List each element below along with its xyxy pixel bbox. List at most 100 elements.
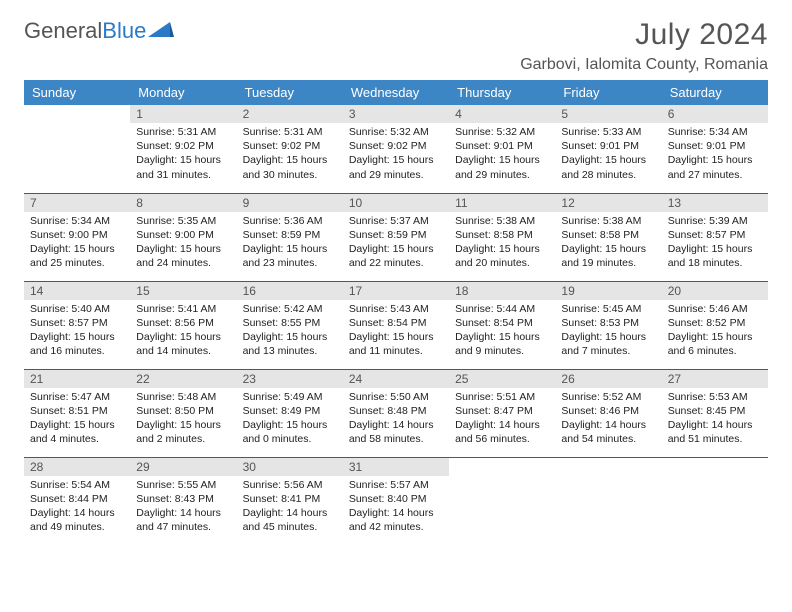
day-number: 1 (130, 105, 236, 123)
calendar-cell: 28Sunrise: 5:54 AMSunset: 8:44 PMDayligh… (24, 457, 130, 545)
daylight-text: Daylight: 15 hours and 30 minutes. (243, 153, 337, 181)
sunrise-text: Sunrise: 5:42 AM (243, 302, 337, 316)
calendar-cell: 20Sunrise: 5:46 AMSunset: 8:52 PMDayligh… (662, 281, 768, 369)
sunset-text: Sunset: 8:53 PM (561, 316, 655, 330)
day-number: 22 (130, 370, 236, 388)
sunrise-text: Sunrise: 5:47 AM (30, 390, 124, 404)
calendar-cell: 30Sunrise: 5:56 AMSunset: 8:41 PMDayligh… (237, 457, 343, 545)
calendar-cell: 13Sunrise: 5:39 AMSunset: 8:57 PMDayligh… (662, 193, 768, 281)
sunrise-text: Sunrise: 5:34 AM (30, 214, 124, 228)
sunrise-text: Sunrise: 5:49 AM (243, 390, 337, 404)
calendar-cell: 27Sunrise: 5:53 AMSunset: 8:45 PMDayligh… (662, 369, 768, 457)
day-content: Sunrise: 5:55 AMSunset: 8:43 PMDaylight:… (130, 476, 236, 539)
daylight-text: Daylight: 15 hours and 29 minutes. (455, 153, 549, 181)
day-number: 23 (237, 370, 343, 388)
daylight-text: Daylight: 15 hours and 7 minutes. (561, 330, 655, 358)
calendar-row: 14Sunrise: 5:40 AMSunset: 8:57 PMDayligh… (24, 281, 768, 369)
sunset-text: Sunset: 8:56 PM (136, 316, 230, 330)
calendar-row: 21Sunrise: 5:47 AMSunset: 8:51 PMDayligh… (24, 369, 768, 457)
daylight-text: Daylight: 15 hours and 18 minutes. (668, 242, 762, 270)
day-number: 10 (343, 194, 449, 212)
sunrise-text: Sunrise: 5:43 AM (349, 302, 443, 316)
logo-text: GeneralBlue (24, 18, 146, 44)
sunrise-text: Sunrise: 5:46 AM (668, 302, 762, 316)
day-content: Sunrise: 5:42 AMSunset: 8:55 PMDaylight:… (237, 300, 343, 363)
calendar-cell-empty (555, 457, 661, 545)
day-content: Sunrise: 5:49 AMSunset: 8:49 PMDaylight:… (237, 388, 343, 451)
weekday-header: Wednesday (343, 80, 449, 105)
calendar-cell: 5Sunrise: 5:33 AMSunset: 9:01 PMDaylight… (555, 105, 661, 193)
day-content: Sunrise: 5:32 AMSunset: 9:02 PMDaylight:… (343, 123, 449, 186)
sunset-text: Sunset: 8:46 PM (561, 404, 655, 418)
sunrise-text: Sunrise: 5:53 AM (668, 390, 762, 404)
calendar-row: 7Sunrise: 5:34 AMSunset: 9:00 PMDaylight… (24, 193, 768, 281)
sunset-text: Sunset: 8:40 PM (349, 492, 443, 506)
day-content: Sunrise: 5:37 AMSunset: 8:59 PMDaylight:… (343, 212, 449, 275)
sunset-text: Sunset: 9:02 PM (136, 139, 230, 153)
day-number: 31 (343, 458, 449, 476)
day-content: Sunrise: 5:43 AMSunset: 8:54 PMDaylight:… (343, 300, 449, 363)
day-number: 30 (237, 458, 343, 476)
day-number: 26 (555, 370, 661, 388)
daylight-text: Daylight: 15 hours and 31 minutes. (136, 153, 230, 181)
day-number: 11 (449, 194, 555, 212)
daylight-text: Daylight: 15 hours and 9 minutes. (455, 330, 549, 358)
sunset-text: Sunset: 8:57 PM (668, 228, 762, 242)
sunset-text: Sunset: 8:45 PM (668, 404, 762, 418)
logo-word2: Blue (102, 18, 146, 43)
sunset-text: Sunset: 8:55 PM (243, 316, 337, 330)
sunrise-text: Sunrise: 5:37 AM (349, 214, 443, 228)
day-number: 24 (343, 370, 449, 388)
sunset-text: Sunset: 9:00 PM (136, 228, 230, 242)
daylight-text: Daylight: 14 hours and 51 minutes. (668, 418, 762, 446)
sunset-text: Sunset: 8:52 PM (668, 316, 762, 330)
day-number: 19 (555, 282, 661, 300)
calendar-cell: 18Sunrise: 5:44 AMSunset: 8:54 PMDayligh… (449, 281, 555, 369)
day-content: Sunrise: 5:40 AMSunset: 8:57 PMDaylight:… (24, 300, 130, 363)
calendar-cell: 15Sunrise: 5:41 AMSunset: 8:56 PMDayligh… (130, 281, 236, 369)
calendar-cell: 14Sunrise: 5:40 AMSunset: 8:57 PMDayligh… (24, 281, 130, 369)
weekday-header: Saturday (662, 80, 768, 105)
day-number: 15 (130, 282, 236, 300)
daylight-text: Daylight: 15 hours and 29 minutes. (349, 153, 443, 181)
calendar-cell: 11Sunrise: 5:38 AMSunset: 8:58 PMDayligh… (449, 193, 555, 281)
daylight-text: Daylight: 15 hours and 28 minutes. (561, 153, 655, 181)
daylight-text: Daylight: 14 hours and 58 minutes. (349, 418, 443, 446)
sunset-text: Sunset: 8:59 PM (349, 228, 443, 242)
day-content: Sunrise: 5:36 AMSunset: 8:59 PMDaylight:… (237, 212, 343, 275)
sunrise-text: Sunrise: 5:52 AM (561, 390, 655, 404)
calendar-body: 1Sunrise: 5:31 AMSunset: 9:02 PMDaylight… (24, 105, 768, 545)
calendar-cell: 19Sunrise: 5:45 AMSunset: 8:53 PMDayligh… (555, 281, 661, 369)
sunrise-text: Sunrise: 5:38 AM (455, 214, 549, 228)
weekday-header: Tuesday (237, 80, 343, 105)
calendar-cell: 6Sunrise: 5:34 AMSunset: 9:01 PMDaylight… (662, 105, 768, 193)
daylight-text: Daylight: 15 hours and 14 minutes. (136, 330, 230, 358)
day-content: Sunrise: 5:52 AMSunset: 8:46 PMDaylight:… (555, 388, 661, 451)
weekday-header: Sunday (24, 80, 130, 105)
daylight-text: Daylight: 15 hours and 19 minutes. (561, 242, 655, 270)
sunrise-text: Sunrise: 5:57 AM (349, 478, 443, 492)
daylight-text: Daylight: 14 hours and 47 minutes. (136, 506, 230, 534)
sunset-text: Sunset: 8:59 PM (243, 228, 337, 242)
day-number: 29 (130, 458, 236, 476)
day-content: Sunrise: 5:34 AMSunset: 9:01 PMDaylight:… (662, 123, 768, 186)
calendar-row: 28Sunrise: 5:54 AMSunset: 8:44 PMDayligh… (24, 457, 768, 545)
day-number: 18 (449, 282, 555, 300)
sunrise-text: Sunrise: 5:39 AM (668, 214, 762, 228)
sunset-text: Sunset: 8:44 PM (30, 492, 124, 506)
sunrise-text: Sunrise: 5:32 AM (349, 125, 443, 139)
calendar-cell: 31Sunrise: 5:57 AMSunset: 8:40 PMDayligh… (343, 457, 449, 545)
calendar-cell-empty (24, 105, 130, 193)
day-content: Sunrise: 5:34 AMSunset: 9:00 PMDaylight:… (24, 212, 130, 275)
day-content: Sunrise: 5:39 AMSunset: 8:57 PMDaylight:… (662, 212, 768, 275)
triangle-icon (148, 19, 174, 44)
day-content: Sunrise: 5:56 AMSunset: 8:41 PMDaylight:… (237, 476, 343, 539)
day-content: Sunrise: 5:31 AMSunset: 9:02 PMDaylight:… (237, 123, 343, 186)
logo-word1: General (24, 18, 102, 43)
calendar-cell: 7Sunrise: 5:34 AMSunset: 9:00 PMDaylight… (24, 193, 130, 281)
daylight-text: Daylight: 15 hours and 4 minutes. (30, 418, 124, 446)
day-content: Sunrise: 5:41 AMSunset: 8:56 PMDaylight:… (130, 300, 236, 363)
day-content: Sunrise: 5:54 AMSunset: 8:44 PMDaylight:… (24, 476, 130, 539)
sunrise-text: Sunrise: 5:31 AM (136, 125, 230, 139)
sunrise-text: Sunrise: 5:41 AM (136, 302, 230, 316)
